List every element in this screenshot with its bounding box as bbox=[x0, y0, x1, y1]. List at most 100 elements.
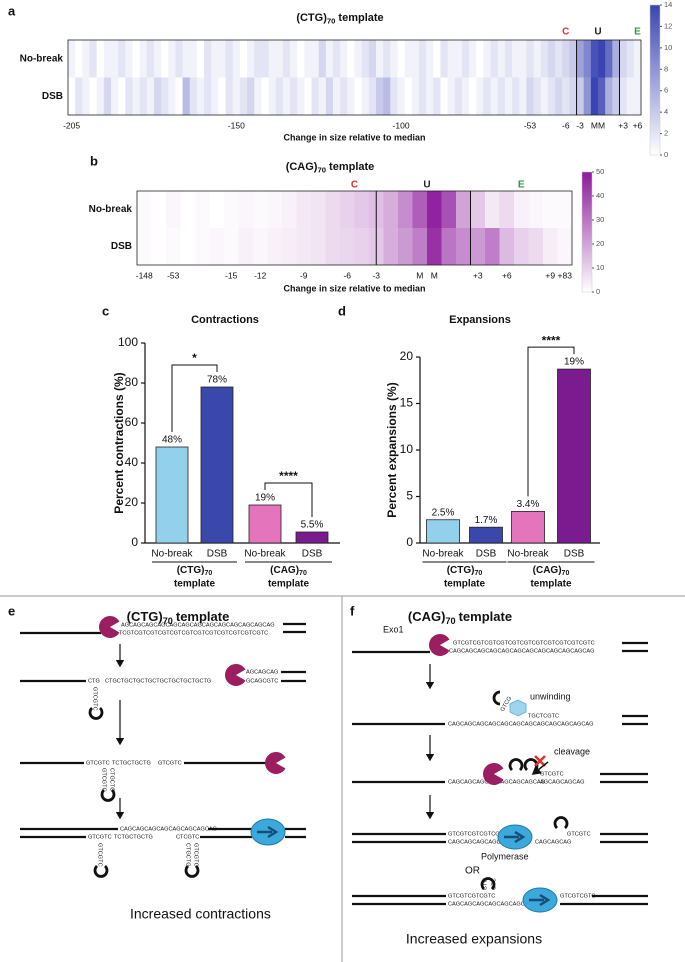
heat-cell bbox=[441, 228, 457, 265]
y-tick-label: 15 bbox=[400, 396, 414, 410]
region-label: C bbox=[351, 180, 358, 191]
heat-cell bbox=[540, 40, 549, 78]
heat-cell bbox=[499, 228, 515, 265]
heat-cell bbox=[110, 77, 119, 115]
hairpin bbox=[492, 690, 501, 706]
row-label: No-break bbox=[89, 204, 133, 215]
heat-cell bbox=[633, 40, 642, 78]
colorbar-tick-label: 4 bbox=[664, 107, 668, 116]
exonuclease bbox=[98, 616, 120, 638]
heat-cell bbox=[218, 40, 226, 78]
heat-cell bbox=[340, 228, 355, 265]
heat-cell bbox=[533, 40, 542, 78]
heat-cell bbox=[526, 77, 534, 115]
label: unwinding bbox=[530, 691, 571, 701]
heat-cell bbox=[633, 77, 642, 115]
x-tick-label: +83 bbox=[558, 270, 573, 280]
row-label: No-break bbox=[20, 53, 64, 64]
significance-label: **** bbox=[279, 469, 298, 483]
y-tick-label: 60 bbox=[125, 415, 139, 429]
heat-cell bbox=[411, 77, 420, 115]
heat-cell bbox=[612, 40, 620, 78]
sequence: TGCTCGTC bbox=[528, 713, 559, 719]
sequence: GTCGTCGTCGTC bbox=[448, 893, 495, 899]
group-label-sub: 70 bbox=[474, 570, 482, 577]
heat-cell bbox=[267, 228, 283, 265]
heat-cell bbox=[485, 228, 500, 265]
colorbar-tick-label: 20 bbox=[596, 239, 604, 248]
polymerase-arrow bbox=[257, 825, 279, 839]
x-tick-label: -100 bbox=[393, 120, 410, 130]
heat-cell bbox=[504, 40, 513, 78]
heat-cell bbox=[361, 40, 370, 78]
heat-cell bbox=[296, 228, 312, 265]
heat-cell bbox=[398, 228, 413, 265]
heat-cell bbox=[469, 40, 477, 78]
heat-cell bbox=[543, 191, 558, 228]
significance-label: **** bbox=[542, 333, 561, 347]
heat-cell bbox=[512, 40, 520, 78]
heat-cell bbox=[418, 40, 427, 78]
heat-cell bbox=[528, 191, 544, 228]
sequence: GTCGTCGTCGTCGTCGTCGTCGTCGTCGTCGTCGTC bbox=[453, 640, 595, 646]
heat-cell bbox=[519, 77, 527, 115]
heat-cell bbox=[103, 40, 112, 78]
colorbar-tick-label: 0 bbox=[664, 150, 668, 159]
heat-cell bbox=[456, 191, 471, 228]
heat-cell bbox=[82, 40, 90, 78]
heat-cell bbox=[296, 191, 312, 228]
panel-title-end: template bbox=[176, 609, 229, 624]
heat-cell bbox=[204, 40, 212, 78]
x-tick-label: -15 bbox=[225, 270, 238, 280]
heat-cell bbox=[476, 40, 484, 78]
heat-cell bbox=[514, 191, 529, 228]
x-tick-label: +3 bbox=[473, 270, 483, 280]
colorbar-tick-label: 0 bbox=[596, 287, 600, 296]
x-tick-label: -6 bbox=[343, 270, 351, 280]
heat-cell bbox=[485, 191, 500, 228]
heat-cell bbox=[412, 191, 428, 228]
heat-cell bbox=[427, 191, 442, 228]
region-label: E bbox=[634, 27, 641, 38]
heat-cell bbox=[166, 228, 181, 265]
arrow bbox=[531, 761, 549, 775]
heat-cell bbox=[311, 77, 319, 115]
heat-cell bbox=[146, 77, 155, 115]
colorbar-tick-label: 40 bbox=[596, 191, 604, 200]
heat-cell bbox=[325, 77, 334, 115]
x-tick-label: -6 bbox=[562, 120, 570, 130]
y-tick-label: 0 bbox=[131, 535, 138, 549]
sequence: GTCGTC bbox=[567, 831, 591, 837]
x-tick-label: +3 bbox=[618, 120, 628, 130]
chart-title-main: (CTG) bbox=[296, 12, 327, 24]
heat-cell bbox=[626, 40, 635, 78]
hairpin bbox=[93, 864, 109, 878]
heat-cell bbox=[383, 228, 399, 265]
sequence: GTCGTCGTC bbox=[560, 893, 595, 899]
heat-cell bbox=[89, 40, 97, 78]
heat-cell bbox=[253, 228, 268, 265]
significance-bracket bbox=[264, 482, 313, 517]
sequence: CTGCTG bbox=[109, 768, 115, 792]
sequence: GTC bbox=[491, 878, 497, 890]
chart-title-sub: 70 bbox=[327, 16, 336, 25]
exonuclease bbox=[428, 634, 450, 656]
helicase bbox=[509, 699, 527, 717]
heat-cell bbox=[182, 40, 191, 78]
caption: Increased contractions bbox=[130, 906, 271, 922]
sequence: AGCAGCAGCAGCAGCAGCAGCAGCAGCAGCAGCAGCAG bbox=[121, 622, 275, 628]
heat-cell bbox=[504, 77, 513, 115]
heat-cell bbox=[151, 191, 167, 228]
heat-cell bbox=[261, 40, 269, 78]
value-label: 2.5% bbox=[432, 507, 455, 518]
heat-cell bbox=[209, 191, 225, 228]
heat-cell bbox=[75, 40, 83, 78]
heat-cell bbox=[132, 77, 140, 115]
panel-title-sub: 70 bbox=[445, 616, 455, 626]
heat-cell bbox=[441, 191, 457, 228]
colorbar-tick-label: 30 bbox=[596, 215, 604, 224]
sequence: CTGCTG bbox=[185, 843, 191, 867]
heat-cell bbox=[590, 77, 599, 115]
x-tick-label: +6 bbox=[633, 120, 643, 130]
group-label: template bbox=[530, 579, 572, 590]
